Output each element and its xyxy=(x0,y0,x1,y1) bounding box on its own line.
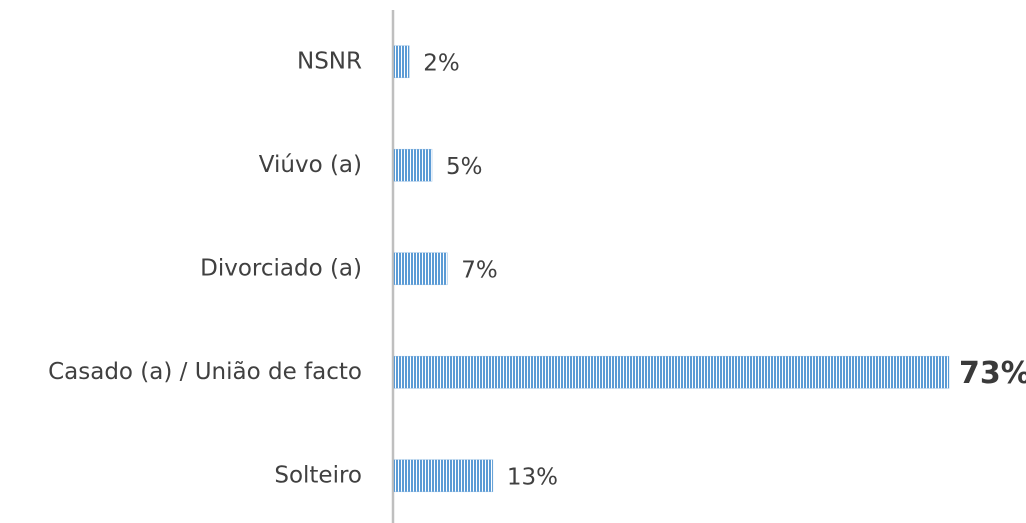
value-label: 73% xyxy=(959,356,1026,391)
category-label: NSNR xyxy=(297,48,362,74)
category-label: Viúvo (a) xyxy=(259,152,362,178)
category-label: Casado (a) / União de facto xyxy=(48,359,362,385)
bar xyxy=(393,252,448,286)
bar xyxy=(393,148,433,182)
value-label: 7% xyxy=(461,257,498,283)
bar xyxy=(393,459,494,493)
value-label: 2% xyxy=(423,50,460,76)
category-label: Divorciado (a) xyxy=(200,255,362,281)
bar xyxy=(393,355,950,389)
bar xyxy=(393,45,410,79)
value-label: 5% xyxy=(446,154,483,180)
category-label: Solteiro xyxy=(274,462,362,488)
value-label: 13% xyxy=(507,464,558,490)
